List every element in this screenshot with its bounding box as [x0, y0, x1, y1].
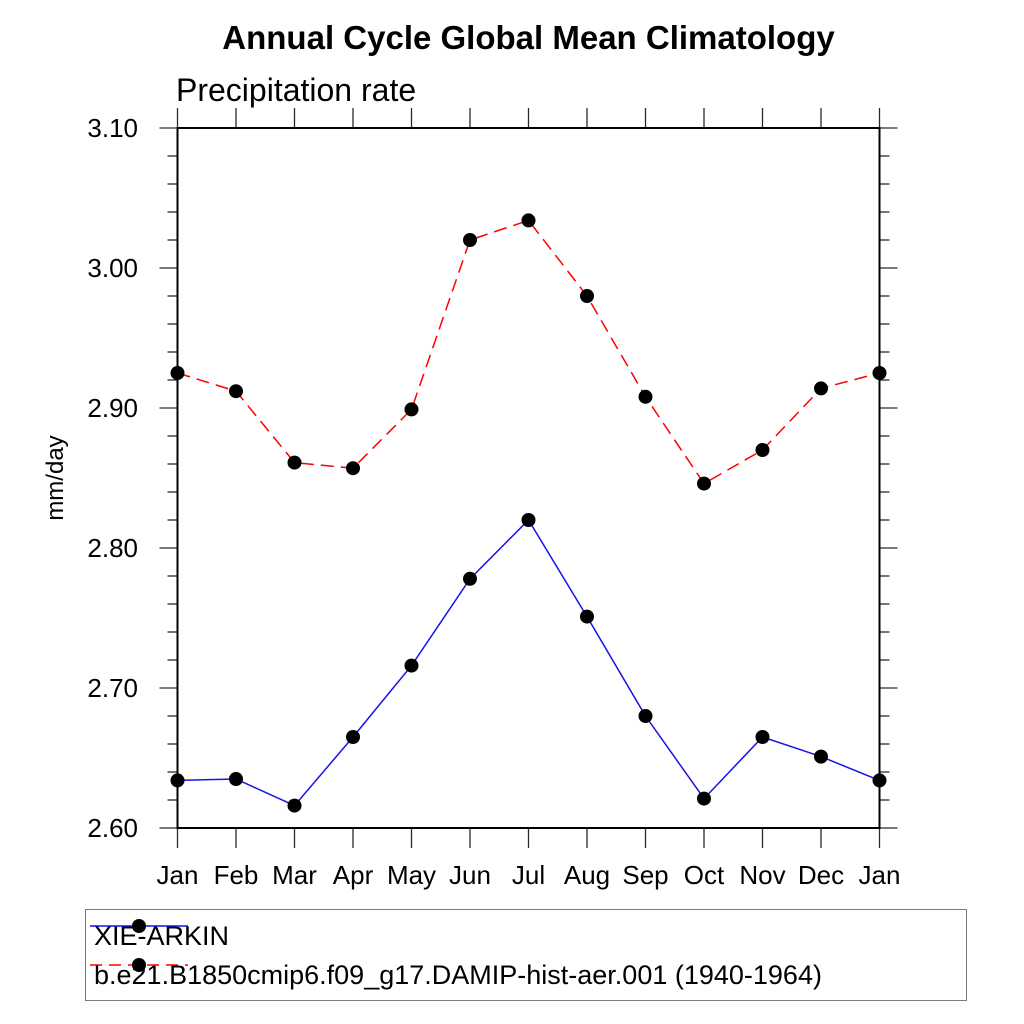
data-point — [638, 389, 653, 404]
data-point — [404, 658, 419, 673]
chart-subtitle: Precipitation rate — [176, 72, 417, 108]
plot-frame — [176, 127, 881, 829]
x-tick-label: Sep — [622, 860, 668, 890]
data-point — [170, 773, 185, 788]
data-point — [346, 461, 360, 476]
legend-key-solid-line-icon — [90, 919, 188, 933]
y-tick-label: 2.70 — [87, 673, 138, 703]
data-point — [521, 513, 536, 527]
data-point — [638, 709, 653, 723]
x-tick-label: Nov — [739, 860, 785, 890]
legend-label-model: b.e21.B1850cmip6.f09_g17.DAMIP-hist-aer.… — [94, 959, 822, 990]
data-point — [170, 366, 185, 380]
data-point — [697, 476, 711, 491]
x-tick-label: Jan — [157, 860, 199, 890]
data-point — [521, 213, 536, 228]
data-point — [872, 773, 887, 788]
legend-item-model: b.e21.B1850cmip6.f09_g17.DAMIP-hist-aer.… — [89, 957, 822, 993]
chart-title: Annual Cycle Global Mean Climatology — [222, 19, 835, 56]
y-tick-label: 3.10 — [87, 113, 138, 143]
x-tick-label: Apr — [333, 860, 374, 890]
legend: XIE-ARKIN b.e21.B1850cmip6.f09_g17.DAMIP… — [85, 909, 967, 1001]
y-tick-label: 2.80 — [87, 533, 138, 563]
series-line-1 — [177, 219, 880, 485]
y-tick-label: 3.00 — [87, 253, 138, 283]
data-point — [814, 381, 828, 396]
data-point — [287, 798, 302, 813]
x-tick-label: Jun — [449, 860, 491, 890]
data-point — [755, 730, 770, 744]
y-tick-labels: 2.60 2.70 2.80 2.90 3.00 3.10 — [87, 113, 138, 843]
data-point — [872, 366, 887, 380]
data-point — [463, 571, 477, 586]
y-tick-label: 2.90 — [87, 393, 138, 423]
legend-item-obs: XIE-ARKIN — [89, 918, 229, 954]
data-point — [697, 791, 711, 806]
data-point — [463, 233, 477, 247]
y-axis-title: mm/day — [42, 435, 69, 521]
data-point — [755, 443, 770, 457]
x-tick-label: Jul — [512, 860, 545, 890]
x-tick-label: Aug — [564, 860, 610, 890]
axis-ticks — [159, 108, 898, 848]
data-point — [229, 384, 243, 399]
x-tick-label: Jan — [859, 860, 901, 890]
data-point — [580, 609, 594, 624]
x-tick-label: Oct — [684, 860, 725, 890]
y-tick-label: 2.60 — [87, 813, 138, 843]
x-tick-label: Mar — [272, 860, 317, 890]
series-line-0 — [177, 518, 880, 807]
data-point — [814, 749, 828, 764]
plot-border — [176, 127, 881, 829]
data-point — [287, 455, 302, 470]
x-tick-label: Dec — [798, 860, 844, 890]
x-tick-label: May — [387, 860, 436, 890]
x-tick-labels: Jan Feb Mar Apr May Jun Jul Aug Sep Oct Nov Dec Jan — [157, 860, 901, 890]
data-point — [346, 730, 360, 744]
data-point — [404, 402, 419, 417]
data-series — [170, 213, 887, 813]
x-tick-label: Feb — [214, 860, 259, 890]
data-point — [229, 772, 243, 786]
legend-key-dashed-line-icon — [90, 958, 188, 972]
data-point — [580, 289, 594, 303]
